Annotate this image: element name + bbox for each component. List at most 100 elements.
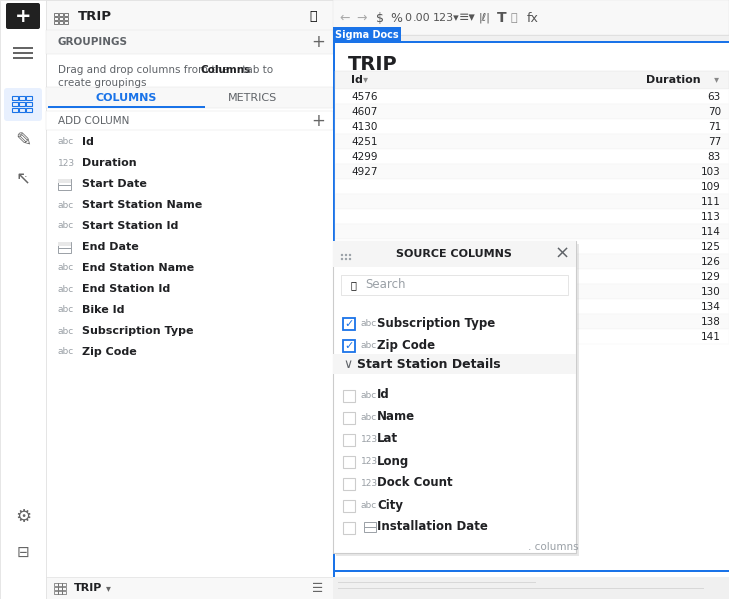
Text: ≡▾: ≡▾ — [459, 11, 476, 25]
Text: 111: 111 — [701, 197, 721, 207]
Text: ⊟: ⊟ — [17, 544, 29, 559]
Text: 0: 0 — [404, 13, 411, 23]
Bar — [338, 588, 704, 589]
Bar — [333, 241, 576, 553]
Bar — [58, 241, 71, 253]
Bar — [48, 105, 205, 108]
Text: GROUPINGS: GROUPINGS — [58, 37, 128, 47]
Bar — [19, 101, 25, 106]
Bar — [54, 583, 58, 586]
Bar — [46, 0, 333, 31]
Bar — [335, 179, 729, 194]
Bar — [335, 329, 729, 344]
Bar — [54, 587, 58, 590]
Text: TRIP: TRIP — [348, 56, 397, 74]
Text: abc: abc — [58, 326, 74, 335]
Bar — [333, 0, 729, 35]
Bar — [58, 587, 61, 590]
Text: End Date: End Date — [82, 242, 139, 252]
Text: 134: 134 — [701, 302, 721, 312]
Text: Lat: Lat — [377, 432, 398, 446]
Text: ⚙: ⚙ — [15, 508, 31, 526]
Text: 4607: 4607 — [351, 107, 378, 117]
Text: 114: 114 — [701, 227, 721, 237]
Bar — [58, 184, 71, 186]
Bar — [333, 43, 335, 577]
Text: Start Date: Start Date — [82, 179, 147, 189]
Bar — [343, 456, 355, 468]
Text: abc: abc — [58, 222, 74, 231]
Text: Drag and drop columns from the: Drag and drop columns from the — [58, 65, 232, 75]
Text: |ℓ|: |ℓ| — [479, 13, 491, 23]
FancyBboxPatch shape — [6, 3, 40, 29]
Bar — [333, 35, 729, 36]
Bar — [343, 412, 355, 424]
Text: ▾: ▾ — [711, 75, 719, 85]
Text: ←: ← — [339, 11, 349, 25]
Bar — [333, 241, 576, 267]
Bar — [343, 522, 355, 534]
Text: Start Station Id: Start Station Id — [82, 221, 179, 231]
Text: abc: abc — [58, 201, 74, 210]
Text: Id: Id — [82, 137, 94, 147]
Text: 4251: 4251 — [351, 137, 378, 147]
Bar — [13, 47, 33, 49]
Text: 129: 129 — [701, 272, 721, 282]
Text: 83: 83 — [708, 152, 721, 162]
Text: ✓: ✓ — [344, 319, 354, 329]
Text: Start Station Details: Start Station Details — [357, 358, 501, 371]
Text: 77: 77 — [708, 137, 721, 147]
Circle shape — [340, 254, 343, 256]
Bar — [54, 20, 58, 24]
Text: 126: 126 — [701, 257, 721, 267]
Text: COLUMNS: COLUMNS — [95, 93, 157, 103]
Bar — [59, 13, 63, 16]
Bar — [343, 340, 355, 352]
Text: 4927: 4927 — [351, 167, 378, 177]
Bar — [13, 52, 33, 54]
Bar — [54, 17, 58, 20]
Text: %: % — [390, 11, 402, 25]
Text: End Station Name: End Station Name — [82, 263, 194, 273]
Text: 125: 125 — [701, 242, 721, 252]
Bar — [364, 522, 376, 532]
Bar — [343, 390, 355, 402]
Text: 113: 113 — [701, 212, 721, 222]
Text: create groupings: create groupings — [58, 78, 147, 88]
Bar — [335, 284, 729, 299]
Text: +: + — [311, 33, 325, 51]
Bar — [343, 318, 355, 330]
Circle shape — [345, 258, 347, 260]
Bar — [335, 254, 729, 269]
Text: Installation Date: Installation Date — [377, 521, 488, 534]
Text: Search: Search — [365, 279, 405, 292]
Text: 103: 103 — [701, 167, 721, 177]
Text: ✎: ✎ — [15, 132, 31, 150]
Bar — [64, 20, 68, 24]
Bar — [46, 0, 333, 599]
Text: Name: Name — [377, 410, 415, 423]
Text: TRIP: TRIP — [78, 10, 112, 23]
FancyBboxPatch shape — [4, 88, 42, 121]
Bar — [333, 43, 729, 577]
Text: →: → — [356, 11, 367, 25]
Text: 63: 63 — [708, 92, 721, 102]
Text: 130: 130 — [701, 287, 721, 297]
Bar — [19, 95, 25, 100]
Text: 4576: 4576 — [351, 92, 378, 102]
Bar — [26, 95, 31, 100]
Bar — [335, 224, 729, 239]
Text: Sigma Docs: Sigma Docs — [335, 29, 399, 40]
Bar — [335, 149, 729, 164]
Bar — [335, 71, 729, 89]
Text: Zip Code: Zip Code — [377, 338, 435, 352]
Bar — [46, 577, 333, 599]
Bar — [335, 89, 729, 104]
Bar — [335, 269, 729, 284]
Text: abc: abc — [58, 347, 74, 356]
Text: Subscription Type: Subscription Type — [82, 326, 193, 336]
Text: ▾: ▾ — [106, 583, 111, 593]
Text: abc: abc — [361, 501, 377, 510]
Text: 70: 70 — [708, 107, 721, 117]
Bar — [333, 0, 729, 599]
